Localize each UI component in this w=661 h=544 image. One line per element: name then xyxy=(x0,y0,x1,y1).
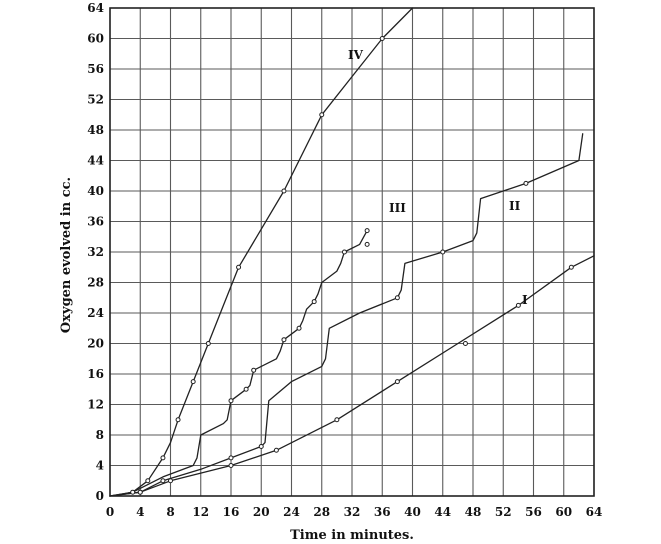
x-tick-label: 56 xyxy=(525,505,542,519)
y-tick-label: 28 xyxy=(87,276,104,290)
data-point-II xyxy=(258,443,264,449)
data-point-III xyxy=(251,367,257,373)
x-tick-label: 16 xyxy=(223,505,240,519)
data-point-III xyxy=(311,299,317,305)
data-point-IV xyxy=(190,379,196,385)
y-tick-label: 48 xyxy=(87,123,104,137)
x-tick-label: 64 xyxy=(586,505,603,519)
series-label-I: I xyxy=(522,293,528,307)
series-line-III xyxy=(109,230,368,497)
x-axis-label: Time in minutes. xyxy=(290,528,414,543)
data-point-IV xyxy=(175,417,181,423)
x-tick-label: 20 xyxy=(253,505,270,519)
x-tick-labels: 0 4 8 12 16 20 24 28 32 36 40 44 48 52 56 60 64 xyxy=(106,505,603,519)
x-tick-label: 0 xyxy=(106,505,114,519)
data-point-IV xyxy=(281,188,287,194)
grid xyxy=(109,7,595,497)
data-point-IV xyxy=(379,36,385,41)
data-point-III xyxy=(341,249,347,255)
data-point-II xyxy=(137,489,143,495)
x-tick-label: 40 xyxy=(404,505,421,519)
series-line-IV xyxy=(109,7,414,497)
data-point-I xyxy=(515,302,521,308)
series-label-II: II xyxy=(509,199,521,213)
x-tick-label: 44 xyxy=(434,505,451,519)
y-axis-label: Oxygen evolved in cc. xyxy=(59,177,74,333)
y-tick-label: 8 xyxy=(96,428,104,442)
data-point-IV xyxy=(319,112,325,118)
data-point-I xyxy=(273,447,279,453)
data-point-I xyxy=(394,379,400,385)
data-point-II xyxy=(523,180,529,186)
y-tick-label: 24 xyxy=(87,306,104,320)
series-curves xyxy=(109,7,595,497)
data-point-IV xyxy=(145,478,151,484)
data-point-IV xyxy=(160,455,166,461)
y-tick-label: 16 xyxy=(87,367,104,381)
x-tick-label: 12 xyxy=(192,505,209,519)
data-point-III xyxy=(281,337,287,343)
y-tick-label: 12 xyxy=(87,398,104,412)
data-point-III xyxy=(228,398,234,404)
y-tick-label: 64 xyxy=(87,1,104,15)
y-tick-label: 40 xyxy=(87,184,104,198)
data-point-I xyxy=(334,417,340,423)
y-tick-label: 52 xyxy=(87,93,104,107)
y-tick-label: 60 xyxy=(87,32,104,46)
data-point-III xyxy=(364,241,370,247)
data-point-I xyxy=(228,463,234,468)
data-point-III xyxy=(364,228,370,234)
x-tick-label: 24 xyxy=(283,505,300,519)
series-line-I xyxy=(109,255,595,497)
data-point-I xyxy=(462,341,468,346)
series-line-II xyxy=(109,133,584,497)
series-label-III: III xyxy=(389,201,406,215)
data-point-II xyxy=(440,249,446,255)
data-point-II xyxy=(394,295,400,301)
x-tick-label: 32 xyxy=(344,505,361,519)
x-tick-label: 28 xyxy=(313,505,330,519)
y-tick-label: 4 xyxy=(96,459,104,473)
series-label-IV: IV xyxy=(348,48,364,62)
x-tick-label: 4 xyxy=(136,505,144,519)
y-tick-label: 0 xyxy=(96,489,104,503)
data-point-IV xyxy=(205,341,211,346)
plot-frame xyxy=(109,7,595,497)
y-tick-label: 32 xyxy=(87,245,104,259)
y-tick-label: 44 xyxy=(87,154,104,168)
data-point-I xyxy=(568,264,574,270)
y-tick-label: 36 xyxy=(87,215,104,229)
y-tick-label: 20 xyxy=(87,337,104,351)
x-tick-label: 48 xyxy=(465,505,482,519)
data-point-II xyxy=(228,455,234,461)
data-point-I xyxy=(168,478,173,484)
x-tick-label: 60 xyxy=(555,505,572,519)
data-point-IV xyxy=(236,264,242,270)
y-tick-label: 56 xyxy=(87,62,104,76)
data-point-IV xyxy=(130,489,136,495)
series-markers xyxy=(130,36,574,495)
data-point-III xyxy=(243,386,249,392)
data-point-II xyxy=(160,478,166,484)
x-tick-label: 52 xyxy=(495,505,512,519)
x-tick-label: 36 xyxy=(374,505,391,519)
data-point-III xyxy=(296,325,302,331)
x-tick-label: 8 xyxy=(166,505,174,519)
